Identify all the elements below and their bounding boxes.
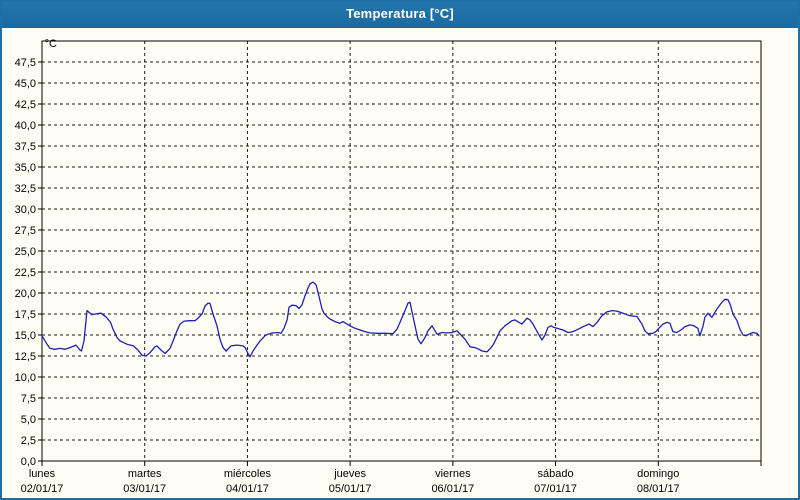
y-tick-label: 35,0 [15,162,36,174]
window-title-bar: Temperatura [°C] [0,0,800,28]
y-tick-label: 37,5 [15,141,36,153]
y-tick-label: 25,0 [15,246,36,258]
y-tick-label: 45,0 [15,78,36,90]
y-unit-label: °C [45,38,57,50]
temperature-line [41,281,760,358]
x-day-label: lunes [29,468,56,480]
x-day-label: miércoles [224,468,272,480]
x-day-label: jueves [333,468,366,480]
y-tick-label: 30,0 [15,204,36,216]
y-tick-label: 5,0 [21,414,36,426]
plot-border [41,40,762,462]
x-date-label: 07/01/17 [534,483,577,495]
y-tick-label: 2,5 [21,435,36,447]
x-date-label: 08/01/17 [637,483,680,495]
x-date-label: 02/01/17 [21,483,64,495]
x-day-label: martes [128,468,162,480]
x-date-label: 03/01/17 [123,483,166,495]
y-tick-label: 20,0 [15,288,36,300]
y-tick-label: 17,5 [15,309,36,321]
y-tick-label: 12,5 [15,351,36,363]
x-day-label: domingo [637,468,679,480]
x-date-label: 04/01/17 [226,483,269,495]
y-tick-label: 0,0 [21,456,36,468]
y-tick-label: 15,0 [15,330,36,342]
window-title: Temperatura [°C] [346,6,454,21]
y-tick-label: 47,5 [15,57,36,69]
y-tick-label: 22,5 [15,267,36,279]
y-tick-label: 42,5 [15,99,36,111]
y-tick-label: 27,5 [15,225,36,237]
x-date-label: 05/01/17 [329,483,372,495]
y-tick-label: 10,0 [15,372,36,384]
x-day-label: sábado [538,468,574,480]
x-date-label: 06/01/17 [431,483,474,495]
x-day-label: viernes [435,468,471,480]
y-tick-label: 7,5 [21,393,36,405]
y-tick-label: 32,5 [15,183,36,195]
y-tick-label: 40,0 [15,120,36,132]
